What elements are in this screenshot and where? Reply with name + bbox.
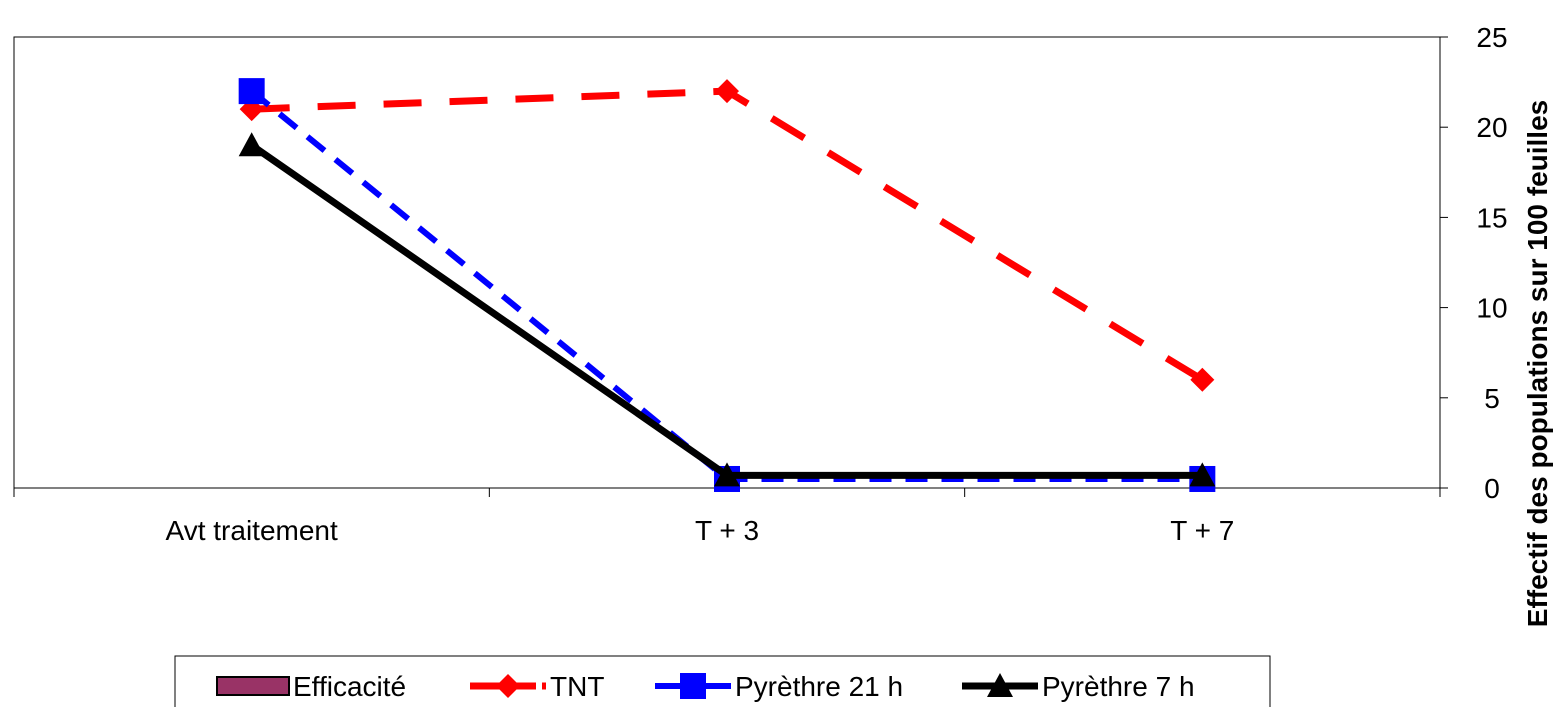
legend-label: Pyrèthre 21 h <box>735 671 903 702</box>
data-point-triangle <box>987 673 1013 697</box>
x-tick-label: Avt traitement <box>166 515 338 546</box>
y-tick-label: 25 <box>1476 22 1507 53</box>
y-tick-label: 15 <box>1476 202 1507 233</box>
data-point-square <box>238 78 265 105</box>
series-line <box>251 87 1205 383</box>
series-line <box>249 142 1203 479</box>
data-point-triangle <box>714 462 740 487</box>
data-point-triangle <box>1189 462 1216 487</box>
data-point-square <box>680 673 706 699</box>
legend-label: TNT <box>550 671 604 702</box>
legend-label: Pyrèthre 7 h <box>1042 671 1195 702</box>
series-line <box>249 88 1203 482</box>
legend-box <box>174 655 1271 707</box>
plot-area <box>13 36 1441 489</box>
y-axis-title: Effectif des populations sur 100 feuille… <box>1522 100 1553 627</box>
data-point-diamond <box>715 79 739 104</box>
axis-layer: 0 5 10 15 20 25 Avt traitement T + 3 T + 7 <box>13 22 1508 546</box>
data-point-diamond <box>496 674 520 698</box>
data-point-triangle <box>238 132 265 157</box>
legend: Efficacité TNT Pyrèthre 21 h Pyrèthre 7 h <box>174 655 1271 707</box>
data-point-diamond <box>1190 367 1215 392</box>
x-tick-label: T + 7 <box>1170 515 1234 546</box>
y-tick-label: 5 <box>1484 383 1500 414</box>
series-layer <box>238 78 1216 492</box>
y-tick-label: 0 <box>1484 473 1500 504</box>
y-tick-label: 10 <box>1476 293 1507 324</box>
y-tick-label: 20 <box>1476 112 1507 143</box>
legend-label: Efficacité <box>293 671 406 702</box>
x-tick-label: T + 3 <box>695 515 759 546</box>
legend-swatch <box>216 676 290 696</box>
